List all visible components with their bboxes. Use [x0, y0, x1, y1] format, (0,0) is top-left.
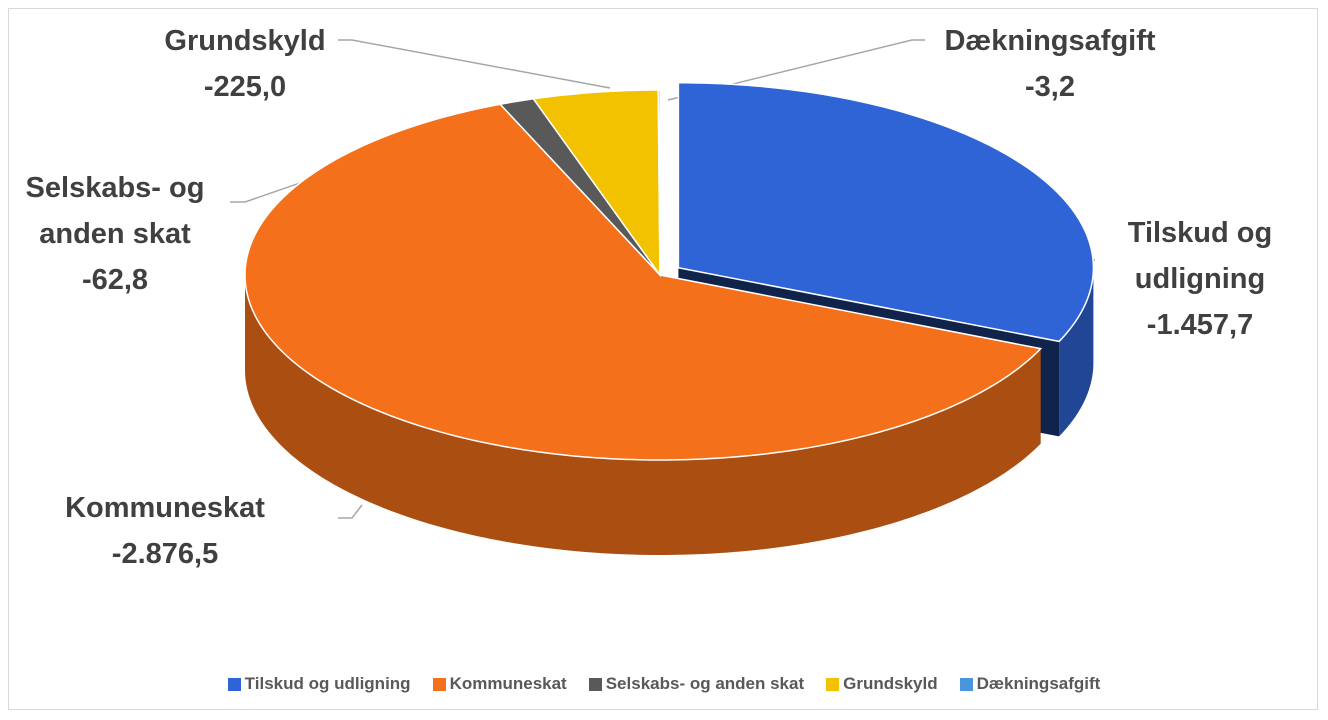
legend-item: Selskabs- og anden skat: [588, 674, 805, 694]
label-value: -2.876,5: [111, 538, 219, 570]
pie-slice: [498, 98, 661, 276]
legend-item: Dækningsafgift: [959, 674, 1101, 694]
legend: Tilskud og udligning Kommuneskat Selskabs-…: [0, 674, 1328, 694]
data-label: Kommuneskat -2.876,5: [25, 485, 305, 577]
chart-frame: [8, 8, 1318, 710]
leader-line: [667, 39, 925, 101]
label-category: Kommuneskat: [65, 492, 265, 524]
pie-slice: [244, 103, 1043, 461]
legend-swatch: [959, 677, 973, 691]
label-value: -225,0: [203, 71, 287, 103]
data-label: Tilskud og udligning -1.457,7: [1100, 210, 1300, 348]
label-category: Tilskud og udligning: [1127, 217, 1273, 295]
label-value: -1.457,7: [1146, 309, 1254, 341]
legend-item: Grundskyld: [826, 674, 938, 694]
legend-item: Tilskud og udligning: [227, 674, 411, 694]
legend-label: Selskabs- og anden skat: [605, 674, 805, 693]
label-value: -3,2: [1025, 71, 1075, 103]
pie-slice: [677, 82, 1095, 343]
label-category: Dækningsafgift: [944, 25, 1156, 57]
legend-swatch: [227, 677, 241, 691]
label-value: -62,8: [81, 264, 149, 296]
pie-tops: [244, 82, 1095, 461]
data-label: Grundskyld -225,0: [115, 18, 375, 110]
pie-slice-side: [1059, 267, 1094, 437]
leader-line: [338, 504, 363, 519]
pie-slice: [532, 89, 661, 278]
pie-slice: [657, 89, 661, 276]
legend-swatch: [588, 677, 602, 691]
legend-item: Kommuneskat: [432, 674, 567, 694]
data-label: Selskabs- og anden skat -62,8: [0, 165, 230, 303]
legend-label: Kommuneskat: [449, 674, 567, 693]
label-category: Selskabs- og anden skat: [25, 172, 205, 250]
legend-label: Grundskyld: [843, 674, 938, 693]
legend-swatch: [826, 677, 840, 691]
legend-label: Tilskud og udligning: [244, 674, 411, 693]
legend-label: Dækningsafgift: [976, 674, 1101, 693]
pie-slice-side: [245, 275, 1041, 555]
label-category: Grundskyld: [164, 25, 326, 57]
data-label: Dækningsafgift -3,2: [920, 18, 1180, 110]
leader-line: [338, 39, 611, 89]
legend-swatch: [432, 677, 446, 691]
